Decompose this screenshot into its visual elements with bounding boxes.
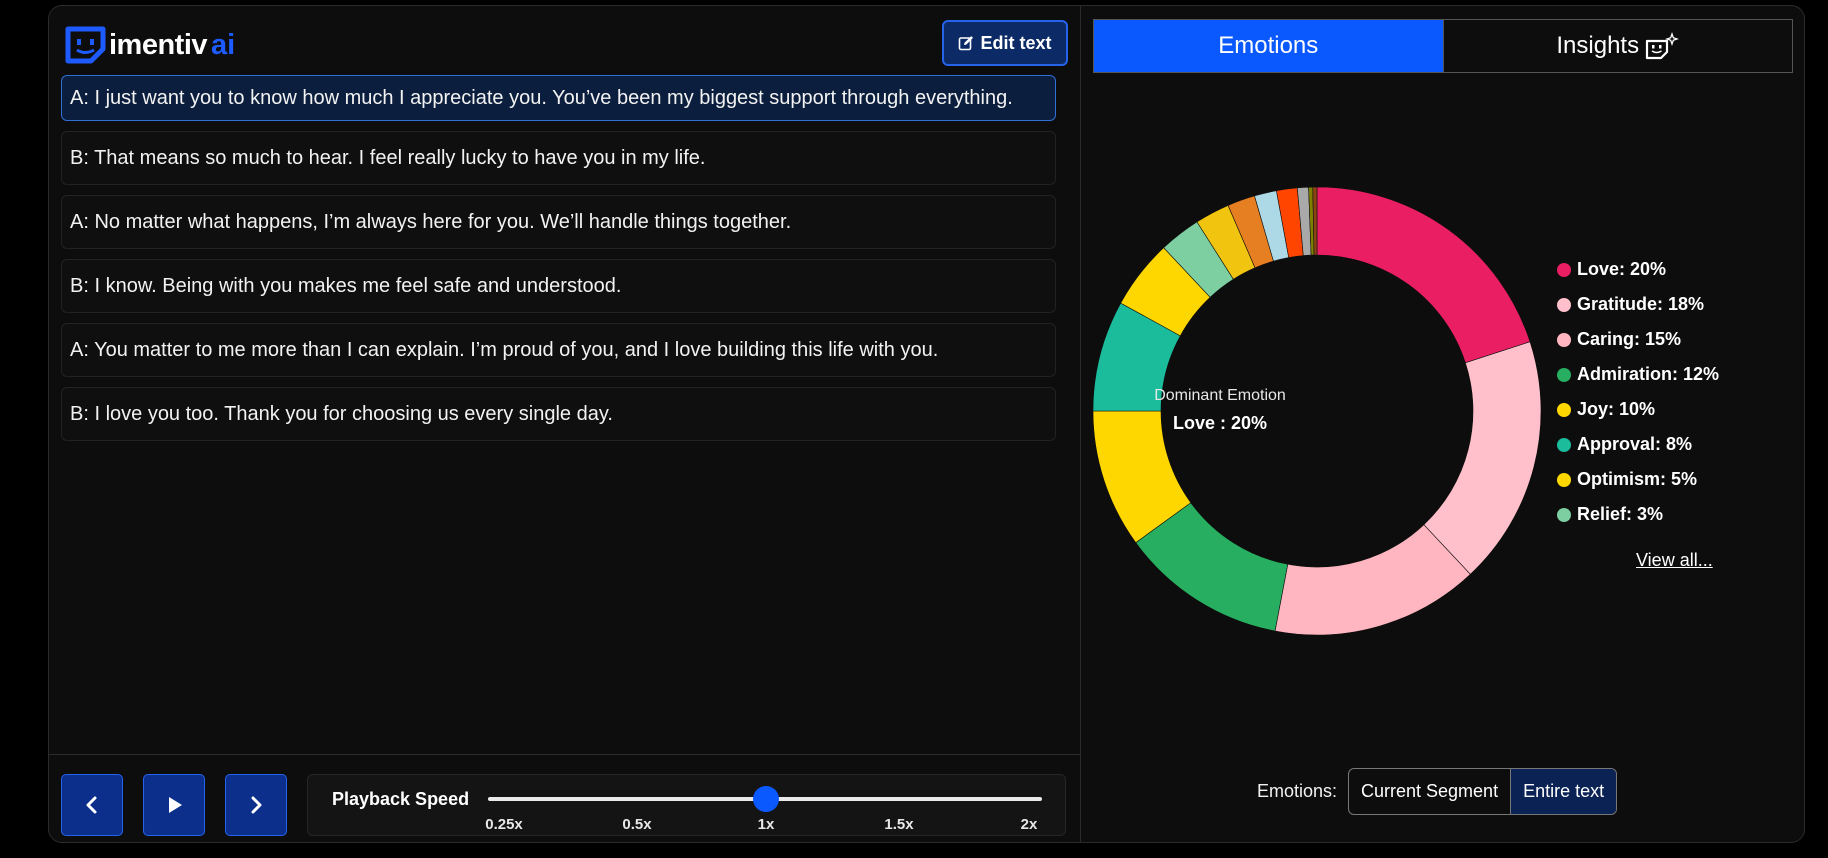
current-segment-button[interactable]: Current Segment: [1361, 781, 1499, 801]
legend-item: Admiration: 12%: [1557, 357, 1719, 392]
legend-item: Optimism: 5%: [1557, 462, 1719, 497]
legend-label: Joy: 10%: [1577, 399, 1656, 419]
legend-item: Love: 20%: [1557, 252, 1719, 287]
chevron-right-icon: [251, 796, 262, 814]
dominant-emotion-title: Dominant Emotion: [1154, 387, 1286, 404]
transcript-segment[interactable]: A: You matter to me more than I can expl…: [61, 323, 1056, 377]
emotions-scope-toggle: Current Segment Entire text: [1348, 768, 1618, 815]
view-all-link[interactable]: View all...: [1636, 550, 1713, 570]
legend-swatch: [1557, 472, 1571, 487]
entire-text-button[interactable]: Entire text: [1510, 769, 1617, 814]
playback-speed-control: Playback Speed 0.25x 0.5x 1x 1.5x 2x: [307, 774, 1066, 836]
logo-suffix: ai: [211, 28, 236, 61]
transcript-segment[interactable]: A: No matter what happens, I’m always he…: [61, 195, 1056, 249]
transcript-list: A: I just want you to know how much I ap…: [61, 75, 1056, 451]
edit-icon: [959, 36, 974, 51]
tab-insights[interactable]: Insights: [1442, 20, 1793, 72]
legend-label: Gratitude: 18%: [1577, 294, 1705, 314]
tab-emotions-label: Emotions: [1218, 32, 1319, 59]
legend-swatch: [1557, 297, 1571, 312]
legend-swatch: [1557, 507, 1571, 522]
panel-tabs: Emotions Insights: [1093, 19, 1793, 73]
legend-item: Joy: 10%: [1557, 392, 1719, 427]
transcript-segment[interactable]: B: That means so much to hear. I feel re…: [61, 131, 1056, 185]
sparkle-face-icon: [1646, 32, 1680, 60]
playback-speed-label: Playback Speed: [332, 789, 470, 809]
speed-tick: 2x: [1020, 816, 1038, 833]
legend-swatch: [1557, 262, 1571, 277]
edit-text-label: Edit text: [980, 32, 1052, 53]
legend-label: Optimism: 5%: [1577, 469, 1698, 489]
next-button[interactable]: [225, 774, 287, 836]
emotion-legend: Love: 20% Gratitude: 18% Caring: 15% Admira…: [1557, 252, 1719, 532]
legend-item: Caring: 15%: [1557, 322, 1719, 357]
transcript-panel: imentiv ai Edit text A: I just want you …: [49, 6, 1081, 842]
transcript-segment[interactable]: A: I just want you to know how much I ap…: [61, 75, 1056, 121]
legend-item: Relief: 3%: [1557, 497, 1719, 532]
transcript-segment[interactable]: B: I love you too. Thank you for choosin…: [61, 387, 1056, 441]
chevron-left-icon: [86, 796, 97, 814]
play-icon: [169, 797, 182, 813]
speed-slider-thumb[interactable]: [753, 786, 779, 812]
legend-label: Caring: 15%: [1577, 329, 1682, 349]
tab-emotions[interactable]: Emotions: [1094, 20, 1443, 72]
legend-item: Gratitude: 18%: [1557, 287, 1719, 322]
legend-label: Love: 20%: [1577, 259, 1667, 279]
logo-name: imentiv: [109, 28, 208, 61]
play-button[interactable]: [143, 774, 205, 836]
emotion-panel: Emotions Insights: [1082, 6, 1804, 842]
legend-swatch: [1557, 367, 1571, 382]
emotions-scope-label: Emotions:: [1257, 781, 1338, 801]
speed-tick: 1.5x: [884, 816, 914, 833]
logo-icon: [65, 26, 106, 64]
legend-label: Admiration: 12%: [1577, 364, 1720, 384]
logo: imentiv ai: [65, 25, 235, 65]
legend-label: Relief: 3%: [1577, 504, 1664, 524]
transcript-segment[interactable]: B: I know. Being with you makes me feel …: [61, 259, 1056, 313]
tab-insights-label: Insights: [1556, 32, 1640, 59]
legend-item: Approval: 8%: [1557, 427, 1719, 462]
legend-swatch: [1557, 402, 1571, 417]
app-window: imentiv ai Edit text A: I just want you …: [48, 5, 1805, 843]
dominant-emotion-value: Love : 20%: [1172, 413, 1268, 433]
legend-label: Approval: 8%: [1577, 434, 1693, 454]
speed-tick: 0.25x: [485, 816, 523, 833]
legend-swatch: [1557, 332, 1571, 347]
legend-swatch: [1557, 437, 1571, 452]
playback-bar: Playback Speed 0.25x 0.5x 1x 1.5x 2x: [49, 754, 1081, 842]
edit-text-button[interactable]: Edit text: [942, 20, 1068, 66]
previous-button[interactable]: [61, 774, 123, 836]
speed-tick: 1x: [757, 816, 775, 833]
speed-tick: 0.5x: [622, 816, 652, 833]
